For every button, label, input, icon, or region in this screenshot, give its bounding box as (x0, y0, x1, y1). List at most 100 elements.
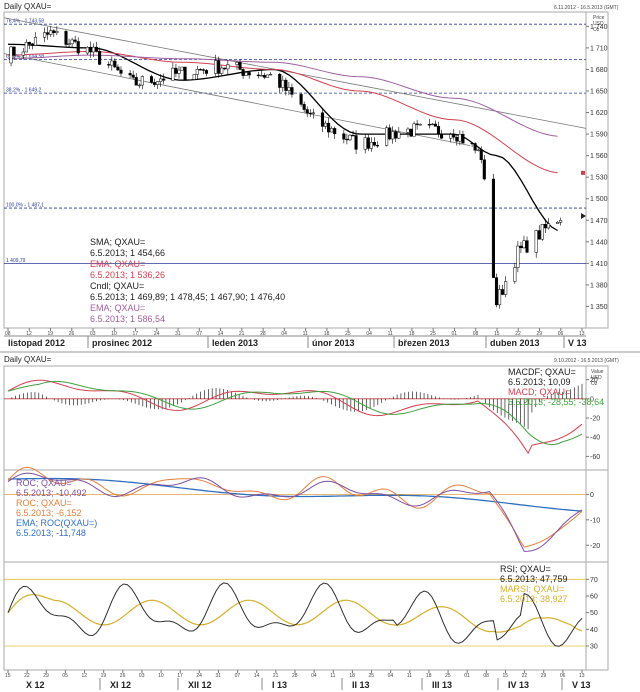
top-day-tick-label: 21 (239, 331, 245, 337)
bottom-day-tick-label: 04 (311, 673, 317, 679)
candle-body (504, 281, 508, 295)
bottom-day-tick-label: 18 (349, 673, 355, 679)
roc-legend-title1: ROC; QXAU= (16, 478, 72, 488)
bottom-month-labels: X 12 XI 12 XII 12 I 13 II 13 III 13 IV 13 V 13 (26, 678, 591, 690)
ema-price-marker (581, 170, 585, 175)
rsi-y-tick-label: 30 (590, 644, 598, 651)
candle-body (220, 67, 224, 74)
macd-panel: 20 0 -20 -40 -60 (4, 377, 600, 461)
candle-body (476, 149, 480, 151)
bottom-month-label: V 13 (572, 680, 591, 690)
bottom-day-tick-label: 28 (292, 673, 298, 679)
candle-body (177, 69, 181, 74)
bottom-day-tick-label: 10 (158, 673, 164, 679)
candle-body (458, 133, 462, 142)
candle-body (64, 31, 68, 45)
candle-body (366, 137, 370, 149)
top-day-tick-label: 06 (558, 331, 564, 337)
candle-body (415, 123, 419, 125)
candle-body (113, 60, 117, 68)
candle-body (46, 32, 50, 35)
candle-body (204, 70, 209, 74)
top-y-axis-ticks: 1 740 1 710 1 680 1 650 1 620 1 590 1 560 1 530… (581, 24, 608, 311)
candle-body (214, 60, 218, 74)
top-y-tick-label: 1 620 (590, 110, 608, 117)
bottom-day-tick-label: 26 (120, 673, 126, 679)
bottom-day-tick-label: 15 (502, 673, 508, 679)
candle-body (363, 137, 367, 150)
bottom-day-tick-label: 22 (24, 673, 30, 679)
top-day-tick-label: 31 (175, 331, 181, 337)
top-y-tick-label: 1 500 (590, 196, 608, 203)
roc-y-tick-label: 0 (590, 492, 594, 499)
roc-panel: 0 -10 -20 (4, 466, 600, 552)
top-y-tick-label: 1 650 (590, 89, 608, 96)
candle-body (149, 76, 154, 83)
legend-ema1-title: EMA; QXAU= (90, 259, 145, 269)
bottom-day-tick-label: 24 (196, 673, 202, 679)
top-day-tick-label: 01 (451, 331, 457, 337)
top-month-label: prosinec 2012 (92, 338, 152, 348)
candle-body (406, 128, 410, 133)
bottom-day-tick-label: 17 (177, 673, 183, 679)
top-chart-date-range: 6.11.2012 - 16.5.2013 (GMT) (554, 5, 619, 11)
bottom-month-label: XII 12 (188, 680, 212, 690)
candle-body (455, 136, 459, 142)
macd-legend-title1: MACDF; QXAU= (508, 367, 576, 377)
rsi-legend: RSI; QXAU= 6.5.2013; 47,759 MARSI; QXAU=… (500, 564, 568, 604)
sma-line (7, 43, 558, 232)
top-y-tick-label: 1 710 (590, 45, 608, 52)
macd-legend-value2: 6.5.2013; -28,55; -38,64 (508, 397, 604, 407)
bottom-day-tick-label: 25 (369, 673, 375, 679)
candle-body (284, 79, 288, 91)
bottom-day-tick-label: 01 (464, 673, 470, 679)
candle-body (43, 32, 47, 38)
candle-body (24, 41, 28, 53)
candle-body (516, 245, 520, 268)
bottom-day-tick-label: 29 (541, 673, 547, 679)
candle-body (287, 87, 291, 91)
top-y-tick-label: 1 380 (590, 282, 608, 289)
macd-green-line (7, 380, 583, 446)
top-day-tick-label: 11 (303, 331, 308, 337)
bottom-axis-header-value: Value (591, 369, 604, 375)
bottom-day-tick-label: 03 (139, 673, 145, 679)
legend-sma-value: 6.5.2013; 1 454,66 (90, 248, 165, 258)
top-day-tick-label: 22 (515, 331, 521, 337)
top-chart-title: Daily QXAU= (4, 2, 52, 11)
bottom-day-tick-label: 21 (273, 673, 279, 679)
candle-body (519, 245, 523, 249)
candle-body (256, 74, 260, 77)
bottom-day-tick-label: 05 (62, 673, 68, 679)
candle-body (128, 73, 132, 76)
top-series-group (7, 43, 558, 232)
candle-body (559, 220, 563, 223)
bottom-month-label: II 13 (352, 680, 370, 690)
bottom-day-tick-label: 15 (5, 673, 11, 679)
candle-body (180, 66, 184, 71)
candle-body (269, 73, 273, 76)
top-day-tick-label: 18 (409, 331, 415, 337)
candle-body (174, 67, 178, 74)
bottom-axis-header-usd: USD (591, 375, 602, 381)
candle-body (470, 142, 474, 145)
candle-body (498, 289, 502, 306)
roc-legend: ROC; QXAU= 6.5.2013; -10,492 ROC; QXAU= … (16, 478, 97, 538)
candle-body (345, 138, 349, 141)
candle-body (305, 109, 309, 114)
bottom-day-tick-label: 08 (483, 673, 489, 679)
candle-body (440, 133, 444, 139)
candle-body (525, 240, 529, 253)
candle-body (73, 39, 77, 42)
candle-body (131, 74, 135, 78)
ema-red-line (7, 51, 558, 174)
top-day-tick-label: 11 (388, 331, 393, 337)
candle-body (94, 46, 99, 52)
rsi-line (7, 582, 583, 647)
top-day-tick-label: 26 (69, 331, 75, 337)
candle-body (12, 46, 16, 56)
candle-body (540, 224, 544, 240)
top-day-tick-label: 12 (26, 331, 32, 337)
